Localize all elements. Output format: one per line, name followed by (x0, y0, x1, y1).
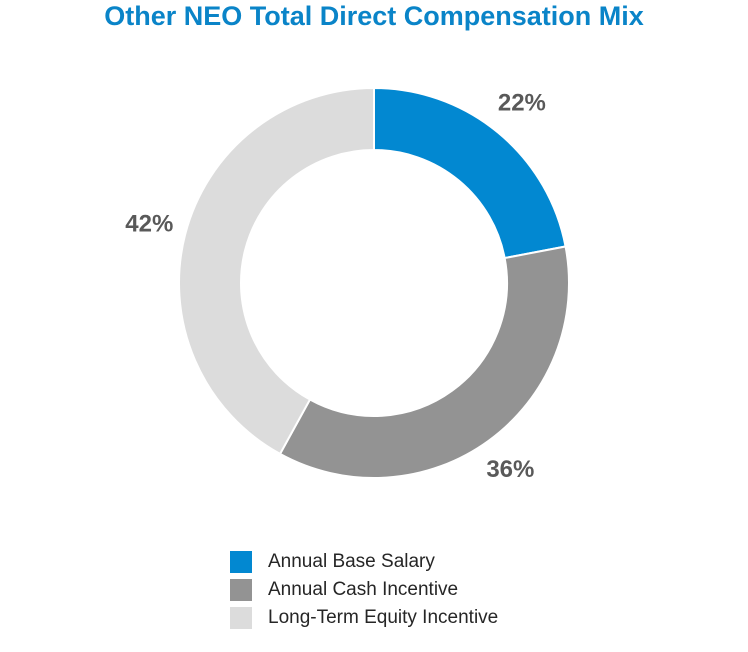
legend-item-base-salary: Annual Base Salary (230, 548, 498, 576)
legend-label-base-salary: Annual Base Salary (268, 551, 435, 572)
slice-equity-incentive (178, 86, 375, 456)
slice-cash-incentive (278, 245, 570, 479)
legend-item-cash-incentive: Annual Cash Incentive (230, 576, 498, 604)
chart-title: Other NEO Total Direct Compensation Mix (104, 1, 644, 31)
data-label-base-salary: 22% (498, 90, 546, 117)
data-label-equity-incentive: 42% (125, 211, 173, 238)
donut-labels: 22% 36% 42% (125, 90, 546, 483)
donut-chart: 22% 36% 42% (125, 86, 570, 483)
legend-swatch-cash-incentive (230, 579, 252, 601)
legend-label-cash-incentive: Annual Cash Incentive (268, 579, 459, 600)
data-label-cash-incentive: 36% (486, 456, 534, 483)
legend-item-equity-incentive: Long-Term Equity Incentive (230, 604, 498, 632)
legend-label-equity-incentive: Long-Term Equity Incentive (268, 607, 499, 628)
donut-slices (178, 86, 570, 479)
chart-legend: Annual Base Salary Annual Cash Incentive… (230, 548, 498, 632)
legend-swatch-base-salary (230, 551, 252, 573)
legend-swatch-equity-incentive (230, 607, 252, 629)
